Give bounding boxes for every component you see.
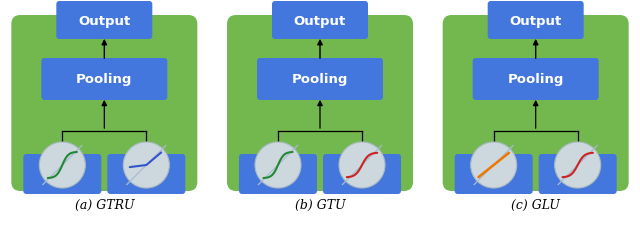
FancyBboxPatch shape xyxy=(227,16,413,191)
FancyBboxPatch shape xyxy=(443,16,628,191)
FancyBboxPatch shape xyxy=(323,154,401,194)
FancyBboxPatch shape xyxy=(23,154,101,194)
Text: Filters: Filters xyxy=(126,169,166,179)
Text: Pooling: Pooling xyxy=(508,73,564,86)
Text: Filters: Filters xyxy=(474,169,514,179)
FancyBboxPatch shape xyxy=(473,59,598,101)
Text: (a) GTRU: (a) GTRU xyxy=(75,198,134,211)
FancyBboxPatch shape xyxy=(257,59,383,101)
Ellipse shape xyxy=(470,142,516,188)
Text: Pooling: Pooling xyxy=(292,73,348,86)
Text: (c) GLU: (c) GLU xyxy=(511,198,560,211)
FancyBboxPatch shape xyxy=(488,2,584,40)
Ellipse shape xyxy=(339,142,385,188)
FancyBboxPatch shape xyxy=(539,154,617,194)
Text: Output: Output xyxy=(78,14,131,27)
FancyBboxPatch shape xyxy=(56,2,152,40)
Text: Filters: Filters xyxy=(42,169,83,179)
Text: Filters: Filters xyxy=(258,169,298,179)
Text: Filters: Filters xyxy=(342,169,382,179)
Text: Output: Output xyxy=(509,14,562,27)
Ellipse shape xyxy=(555,142,601,188)
Ellipse shape xyxy=(255,142,301,188)
Text: Pooling: Pooling xyxy=(76,73,132,86)
FancyBboxPatch shape xyxy=(12,16,197,191)
FancyBboxPatch shape xyxy=(239,154,317,194)
Ellipse shape xyxy=(124,142,170,188)
FancyBboxPatch shape xyxy=(272,2,368,40)
Ellipse shape xyxy=(39,142,85,188)
Text: Filters: Filters xyxy=(557,169,598,179)
Text: Output: Output xyxy=(294,14,346,27)
Text: (b) GTU: (b) GTU xyxy=(294,198,346,211)
FancyBboxPatch shape xyxy=(42,59,167,101)
FancyBboxPatch shape xyxy=(454,154,532,194)
FancyBboxPatch shape xyxy=(108,154,186,194)
